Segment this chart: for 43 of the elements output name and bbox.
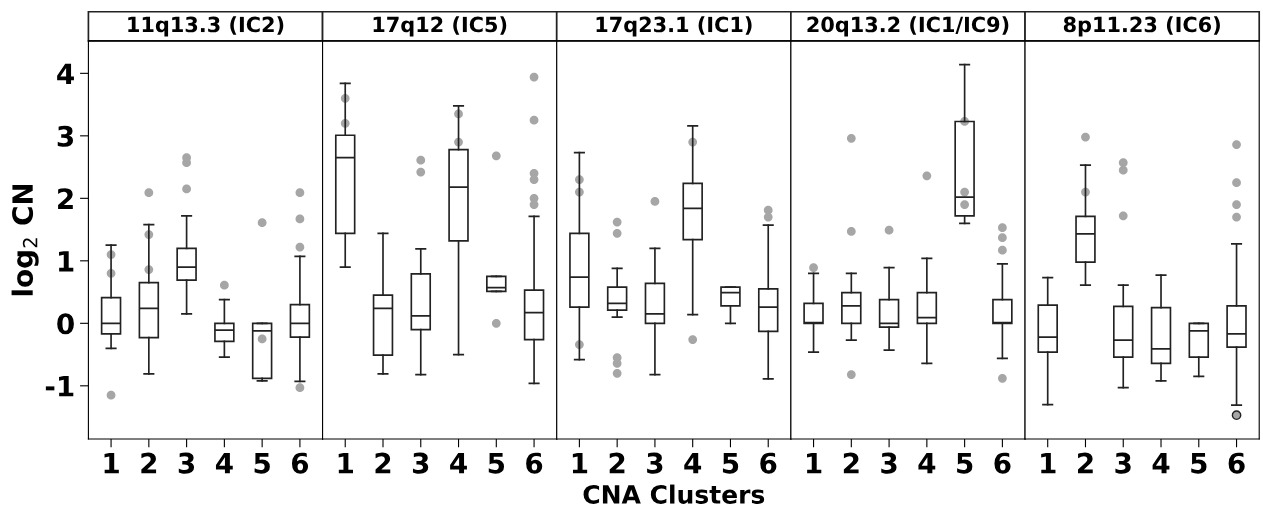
x-tick-label: 1 [807,452,822,474]
chart-title: 11q13.3 (IC2) [128,16,284,37]
chart-title: 17q12 (IC5) [373,16,507,37]
y-tick-label: 0 [57,313,74,335]
x-tick-label: 6 [526,452,543,474]
x-tick-label: 3 [881,452,897,474]
y-axis-title: log$_{2}$ CN [11,184,39,296]
x-tick-label: 5 [957,452,973,474]
y-tick-label: 2 [58,188,73,209]
x-tick-label: 2 [843,452,859,474]
x-tick-label: 1 [572,452,588,474]
x-tick-label: 5 [488,452,505,474]
x-tick-label: 3 [647,452,663,474]
x-tick-label: 1 [104,452,119,474]
x-tick-label: 5 [722,452,739,474]
x-tick-label: 5 [254,452,270,474]
x-tick-label: 5 [1191,452,1207,474]
x-tick-label: 1 [1041,452,1056,474]
x-tick-label: 3 [412,452,429,474]
x-tick-label: 1 [338,452,353,474]
x-tick-label: 4 [918,452,936,474]
x-axis-title: CNA Clusters [583,484,765,504]
x-tick-label: 3 [178,452,195,474]
y-tick-label: 1 [59,251,74,272]
x-tick-label: 4 [215,452,233,474]
x-tick-label: 2 [375,452,391,474]
chart-title: 8p11.23 (IC6) [1063,16,1220,37]
x-tick-label: 6 [291,452,309,474]
y-tick-label: -1 [45,376,74,397]
y-tick-label: 3 [57,125,74,147]
x-tick-label: 3 [1115,452,1131,474]
x-tick-label: 6 [994,452,1011,474]
x-tick-label: 2 [1078,452,1093,474]
chart-title: 20q13.2 (IC1/IC9) [807,16,1009,37]
x-tick-label: 6 [1228,452,1245,474]
x-tick-label: 4 [684,452,702,474]
x-tick-label: 2 [609,452,625,474]
chart-title: 17q23.1 (IC1) [596,16,752,37]
x-tick-label: 4 [450,452,467,474]
y-tick-label: 4 [57,63,74,84]
x-tick-label: 2 [141,452,157,474]
x-tick-label: 4 [1152,452,1170,474]
x-tick-label: 6 [760,452,777,474]
